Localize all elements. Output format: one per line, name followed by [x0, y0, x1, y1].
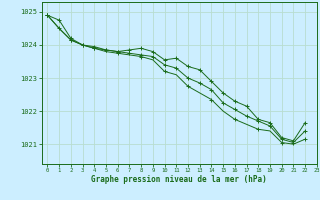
X-axis label: Graphe pression niveau de la mer (hPa): Graphe pression niveau de la mer (hPa) [91, 175, 267, 184]
